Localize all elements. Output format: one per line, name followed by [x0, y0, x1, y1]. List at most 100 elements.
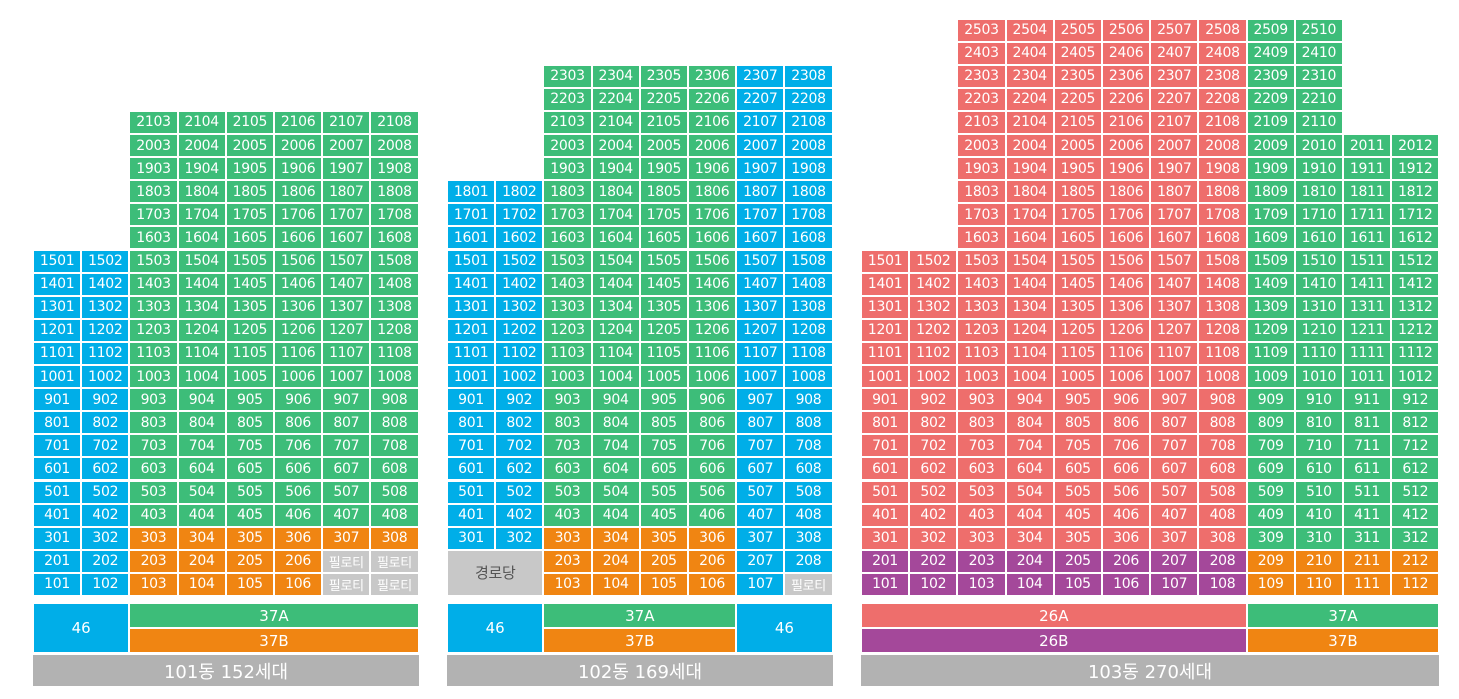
- unit-cell: 2304: [591, 64, 640, 88]
- unit-cell: 307: [322, 526, 371, 550]
- unit-cell: 1711: [1343, 203, 1392, 227]
- unit-cell: 110: [1294, 572, 1343, 596]
- unit-cell: 1203: [543, 318, 592, 342]
- unit-cell: 1708: [784, 203, 833, 227]
- unit-cell: 806: [1102, 411, 1151, 435]
- unit-cell: 605: [225, 457, 274, 481]
- unit-cell: 206: [688, 549, 737, 573]
- unit-cell: 1502: [495, 249, 544, 273]
- unit-cell: 104: [591, 572, 640, 596]
- unit-cell: 2303: [957, 64, 1006, 88]
- unit-cell: 1304: [177, 295, 226, 319]
- unit-cell: 602: [909, 457, 958, 481]
- unit-cell: 909: [1246, 388, 1295, 412]
- unit-cell: 2008: [370, 134, 419, 158]
- unit-cell: 2207: [736, 87, 785, 111]
- unit-cell: 404: [591, 503, 640, 527]
- unit-cell: 102: [81, 572, 130, 596]
- unit-cell: 1910: [1294, 157, 1343, 181]
- unit-cell: 608: [784, 457, 833, 481]
- unit-cell: 106: [274, 572, 323, 596]
- unit-cell: 508: [1198, 480, 1247, 504]
- unit-cell: 1903: [543, 157, 592, 181]
- unit-cell: 1011: [1343, 365, 1392, 389]
- unit-cell: 906: [274, 388, 323, 412]
- unit-cell: 409: [1246, 503, 1295, 527]
- unit-cell: 803: [129, 411, 178, 435]
- unit-cell: 504: [591, 480, 640, 504]
- unit-cell: 2003: [543, 134, 592, 158]
- unit-cell: 1409: [1246, 272, 1295, 296]
- unit-cell: 2209: [1246, 87, 1295, 111]
- unit-cell: 607: [736, 457, 785, 481]
- unit-cell: 208: [1198, 549, 1247, 573]
- unit-cell: 1007: [1150, 365, 1199, 389]
- unit-cell: 2006: [688, 134, 737, 158]
- unit-cell: 1207: [736, 318, 785, 342]
- unit-cell: 703: [129, 434, 178, 458]
- unit-cell: 201: [33, 549, 82, 573]
- unit-cell: 2309: [1246, 64, 1295, 88]
- unit-cell: 2407: [1150, 41, 1199, 65]
- unit-cell: 105: [225, 572, 274, 596]
- unit-cell: 1510: [1294, 249, 1343, 273]
- unit-cell: 1202: [909, 318, 958, 342]
- unit-cell: 807: [322, 411, 371, 435]
- unit-cell: 1003: [957, 365, 1006, 389]
- unit-cell: 501: [33, 480, 82, 504]
- unit-cell: 106: [1102, 572, 1151, 596]
- unit-cell: 403: [129, 503, 178, 527]
- unit-cell: 508: [784, 480, 833, 504]
- unit-cell: 2004: [177, 134, 226, 158]
- unit-cell: 204: [1005, 549, 1054, 573]
- unit-cell: 502: [81, 480, 130, 504]
- unit-cell: 1008: [1198, 365, 1247, 389]
- unit-cell: 1607: [322, 226, 371, 250]
- unit-cell: 312: [1391, 526, 1440, 550]
- unit-cell: 205: [639, 549, 688, 573]
- unit-cell: 508: [370, 480, 419, 504]
- unit-cell: 808: [370, 411, 419, 435]
- unit-cell: 607: [322, 457, 371, 481]
- unit-cell: 2504: [1005, 18, 1054, 42]
- unit-cell: 705: [1053, 434, 1102, 458]
- unit-cell: 1406: [688, 272, 737, 296]
- unit-cell: 302: [909, 526, 958, 550]
- unit-cell: 905: [1053, 388, 1102, 412]
- unit-cell: 802: [495, 411, 544, 435]
- unit-cell: 2505: [1053, 18, 1102, 42]
- unit-cell: 210: [1294, 549, 1343, 573]
- unit-cell: 503: [543, 480, 592, 504]
- caption-building-102: 102동 169세대: [447, 655, 833, 686]
- unit-cell: 1504: [1005, 249, 1054, 273]
- unit-cell: 1607: [736, 226, 785, 250]
- unit-cell: 1302: [81, 295, 130, 319]
- unit-cell: 1104: [591, 341, 640, 365]
- unit-cell: 908: [1198, 388, 1247, 412]
- unit-cell: 2106: [688, 110, 737, 134]
- unit-cell: 1606: [688, 226, 737, 250]
- unit-cell: 1606: [1102, 226, 1151, 250]
- unit-cell: 604: [177, 457, 226, 481]
- legend-bar-37B: 37B: [129, 628, 419, 653]
- unit-cell: 1603: [543, 226, 592, 250]
- unit-cell: 809: [1246, 411, 1295, 435]
- unit-cell: 1808: [784, 180, 833, 204]
- unit-cell: 1508: [1198, 249, 1247, 273]
- unit-cell: 304: [1005, 526, 1054, 550]
- unit-cell: 1402: [495, 272, 544, 296]
- unit-cell: 503: [129, 480, 178, 504]
- unit-cell: 705: [225, 434, 274, 458]
- unit-cell: 1904: [177, 157, 226, 181]
- unit-cell: 307: [1150, 526, 1199, 550]
- unit-cell: 1206: [274, 318, 323, 342]
- unit-cell: 1904: [591, 157, 640, 181]
- unit-cell: 1307: [736, 295, 785, 319]
- unit-cell: 2203: [543, 87, 592, 111]
- unit-cell: 803: [957, 411, 1006, 435]
- unit-cell: 2104: [1005, 110, 1054, 134]
- unit-cell: 1106: [688, 341, 737, 365]
- unit-cell: 1801: [447, 180, 496, 204]
- unit-cell: 212: [1391, 549, 1440, 573]
- unit-cell: 1303: [957, 295, 1006, 319]
